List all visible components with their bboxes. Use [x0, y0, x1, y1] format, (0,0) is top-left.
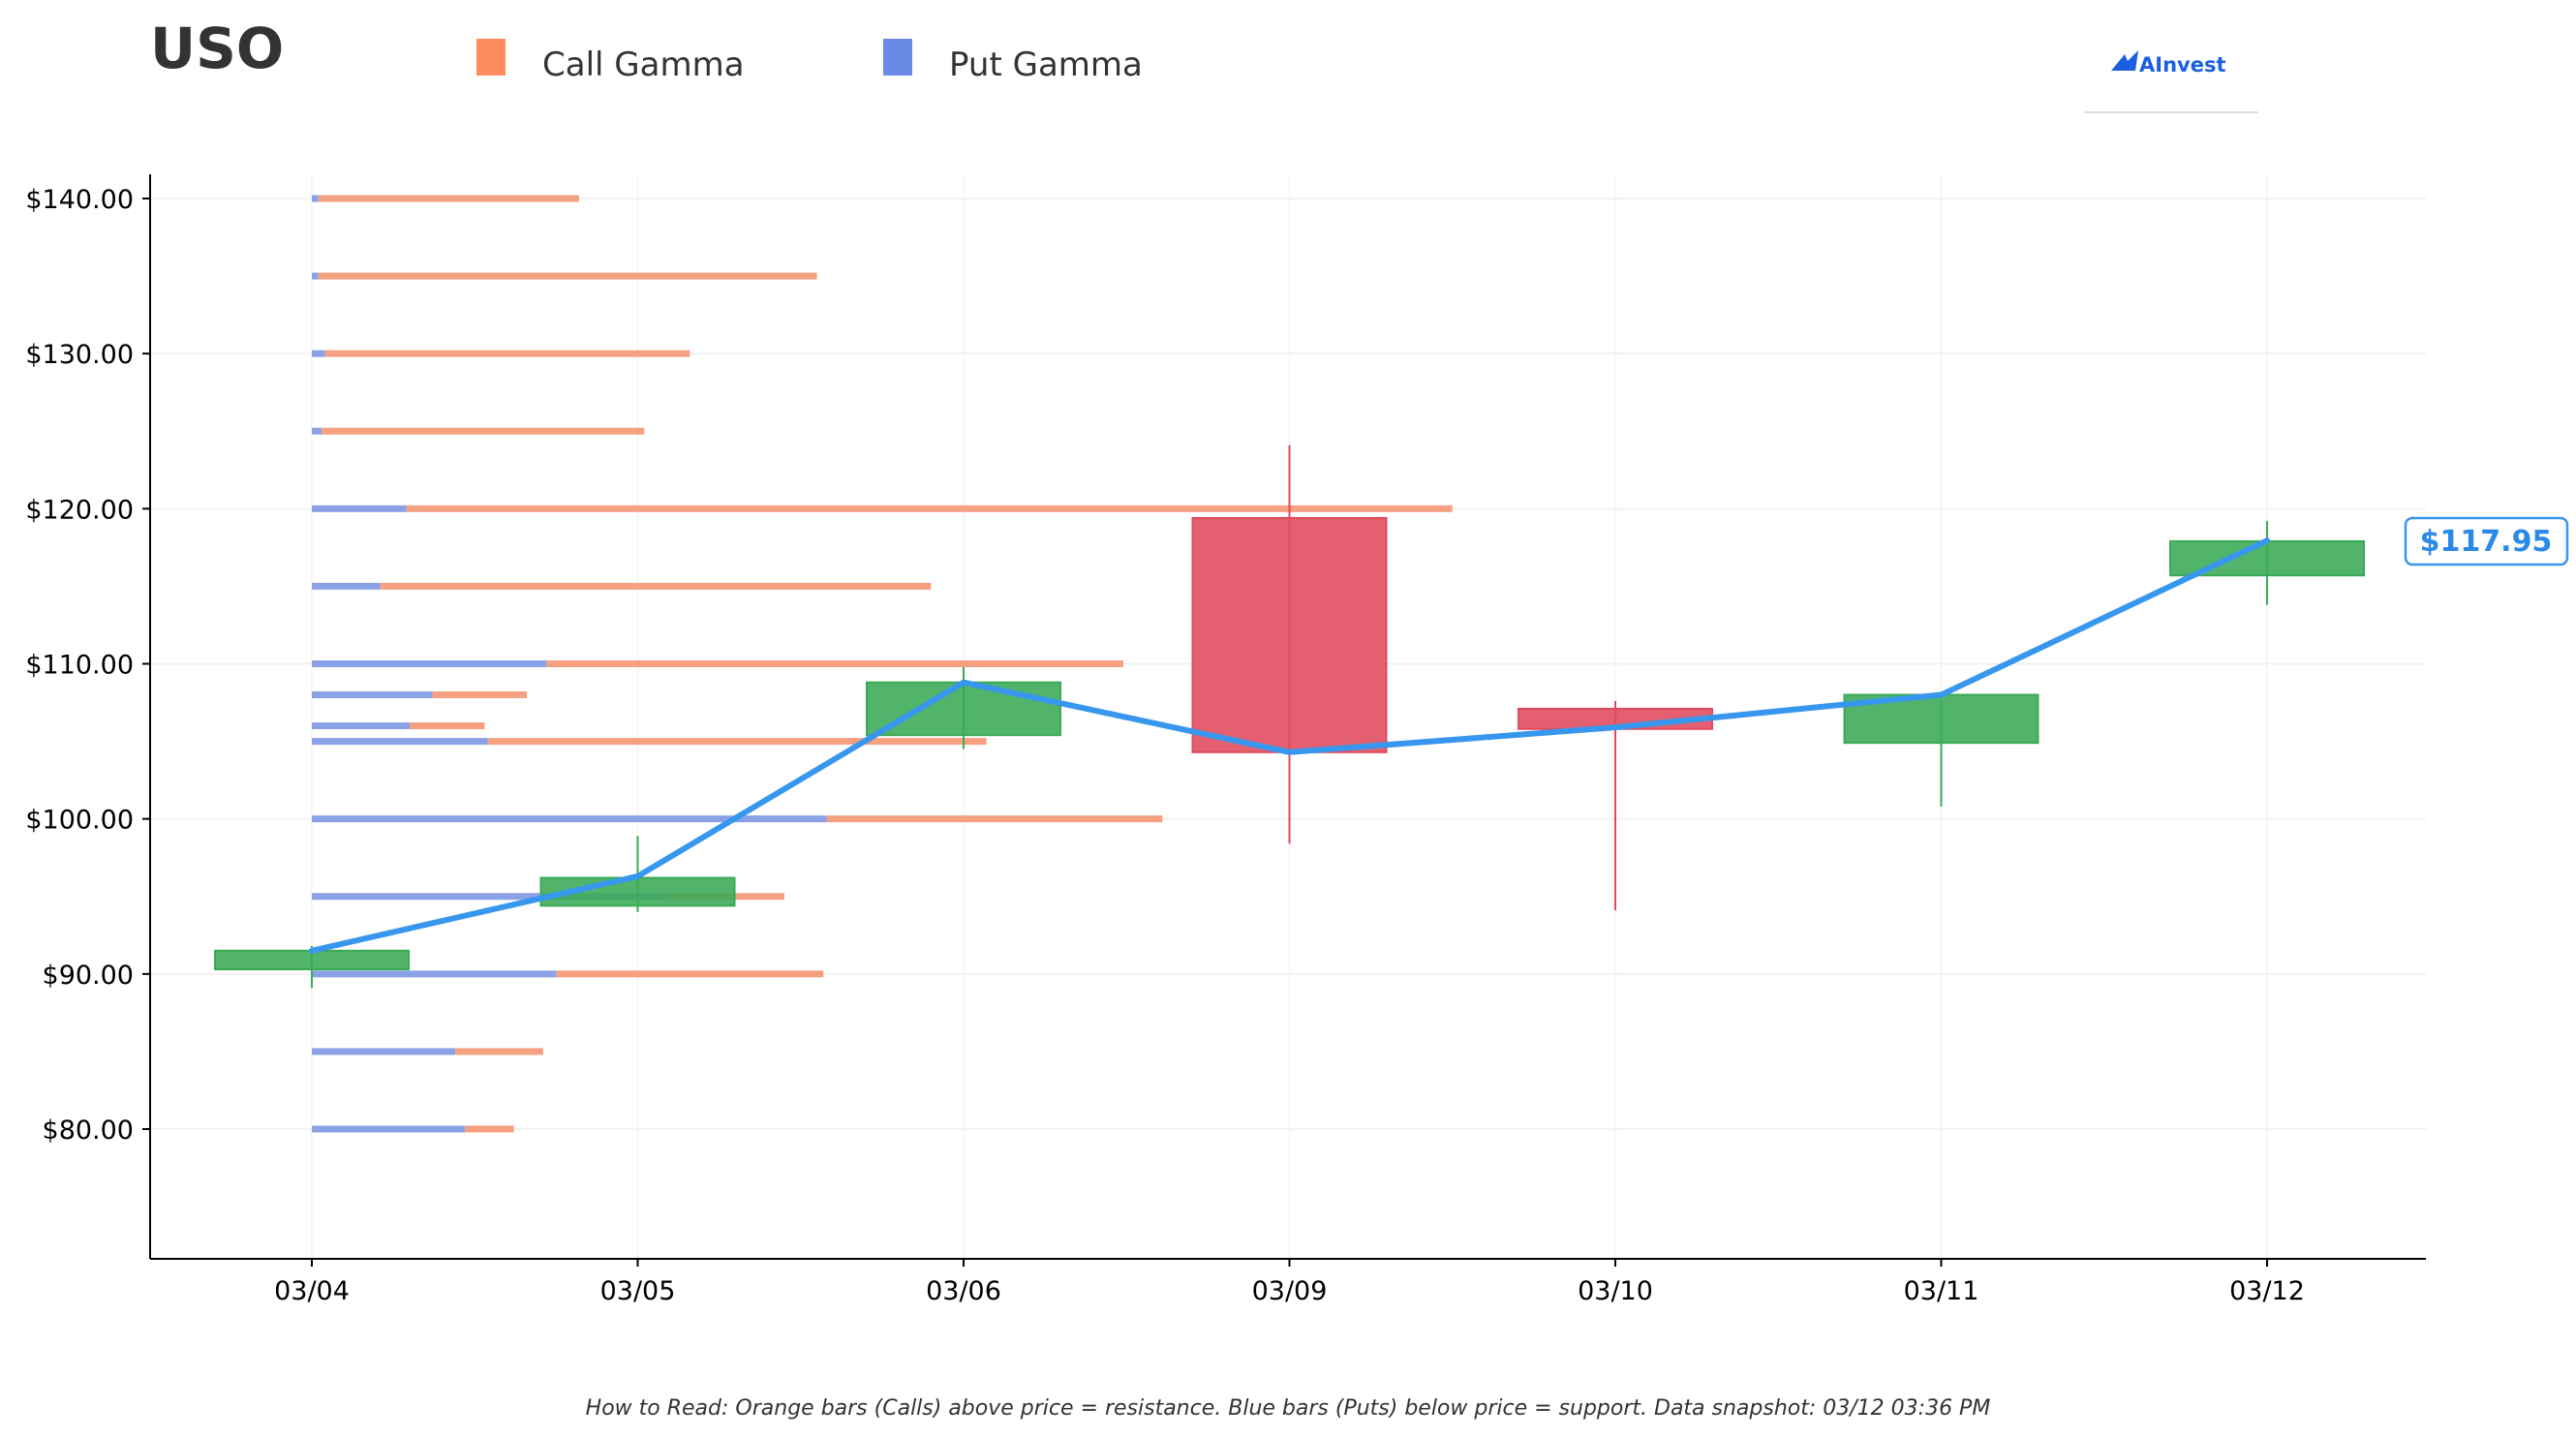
call-gamma-bar	[406, 504, 1453, 512]
how-to-read-footnote: How to Read: Orange bars (Calls) above p…	[586, 1396, 1991, 1421]
y-tick-label: $140.00	[25, 185, 134, 215]
brand-name: AInvest	[2139, 53, 2226, 76]
x-tick-label: 03/11	[1904, 1276, 1979, 1306]
last-price-label: $117.95	[2420, 525, 2553, 559]
x-tick-label: 03/06	[926, 1276, 1001, 1306]
call-gamma-bar	[432, 691, 528, 699]
put-gamma-bar	[312, 970, 557, 978]
call-gamma-bar	[556, 970, 824, 978]
call-gamma-bar	[409, 722, 485, 730]
put-gamma-bar	[312, 504, 407, 512]
call-gamma-bar	[324, 350, 690, 357]
ticker-title: USO	[150, 15, 284, 81]
put-gamma-bar	[312, 893, 667, 901]
put-gamma-bar	[312, 350, 325, 357]
call-gamma-bar	[455, 1048, 543, 1055]
brand-logo: AInvest	[2084, 50, 2258, 113]
y-tick-label: $110.00	[25, 651, 134, 681]
candle-down	[1191, 516, 1388, 753]
put-gamma-bar	[312, 582, 381, 590]
x-tick-label: 03/04	[274, 1276, 350, 1306]
y-tick-label: $130.00	[25, 340, 134, 370]
put-gamma-bar	[312, 427, 322, 435]
close-price-line-group	[309, 537, 2270, 954]
brand-chart-icon	[2111, 50, 2138, 71]
call-gamma-bar	[546, 660, 1123, 667]
call-gamma-legend-label: Call Gamma	[542, 46, 745, 84]
call-gamma-bar	[380, 582, 932, 590]
call-gamma-bar	[322, 427, 645, 435]
candle-up	[866, 681, 1061, 737]
put-gamma-bar	[312, 722, 410, 730]
y-tick-label: $90.00	[43, 961, 134, 991]
y-tick-label: $80.00	[43, 1116, 134, 1146]
axes: $80.00 $90.00 $100.00 $110.00 $120.00 $130.00…	[25, 174, 2426, 1306]
put-gamma-bar	[312, 195, 319, 202]
y-tick-label: $100.00	[25, 806, 134, 836]
x-tick-label: 03/10	[1578, 1276, 1653, 1306]
x-tick-label: 03/12	[2229, 1276, 2305, 1306]
close-price-line	[309, 537, 2270, 954]
legend: Call Gamma Put Gamma	[476, 39, 1143, 84]
put-gamma-bar	[312, 660, 547, 667]
put-gamma-bar	[312, 815, 827, 823]
y-tick-label: $120.00	[25, 495, 134, 525]
x-tick-label: 03/09	[1252, 1276, 1328, 1306]
call-gamma-bar	[487, 738, 987, 746]
candle-up	[1843, 693, 2039, 745]
put-gamma-bar	[312, 1048, 456, 1055]
put-gamma-bar	[312, 272, 319, 280]
call-gamma-bar	[826, 815, 1163, 823]
put-gamma-legend-swatch	[883, 39, 912, 76]
last-price-tag: $117.95	[2404, 516, 2569, 566]
last-price-box	[2404, 516, 2569, 566]
call-gamma-bar	[318, 272, 817, 280]
x-tick-label: 03/05	[600, 1276, 676, 1306]
call-gamma-bar	[465, 1125, 514, 1133]
call-gamma-legend-swatch	[476, 39, 506, 76]
put-gamma-bar	[312, 691, 433, 699]
call-gamma-bar	[318, 195, 579, 202]
put-gamma-bar	[312, 1125, 466, 1133]
put-gamma-legend-label: Put Gamma	[949, 46, 1143, 84]
put-gamma-bar	[312, 738, 488, 746]
